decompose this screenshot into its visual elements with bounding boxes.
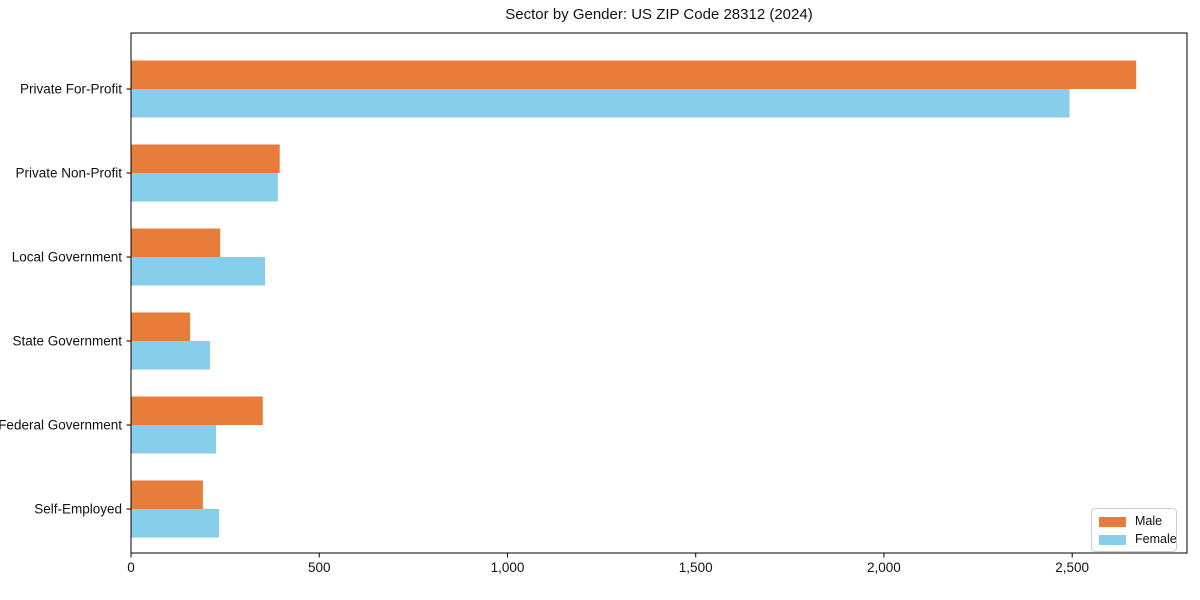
y-axis-tick-label: Private Non-Profit xyxy=(15,166,122,181)
x-axis-tick-label: 1,000 xyxy=(491,560,525,575)
x-axis-tick-label: 1,500 xyxy=(679,560,713,575)
bar-female-local-government xyxy=(131,257,266,286)
y-axis-tick-label: Private For-Profit xyxy=(20,82,122,97)
x-axis-tick-label: 2,500 xyxy=(1055,560,1089,575)
legend-swatch-female-icon xyxy=(1099,534,1126,545)
x-axis-tick-label: 500 xyxy=(308,560,331,575)
y-axis-tick-label: Local Government xyxy=(12,250,123,265)
x-axis-tick-label: 2,000 xyxy=(867,560,901,575)
bar-female-self-employed xyxy=(131,509,220,538)
legend-label-female: Female xyxy=(1135,532,1177,547)
bar-female-federal-government xyxy=(131,425,217,454)
bar-male-local-government xyxy=(131,228,221,257)
legend: Male Female xyxy=(1091,508,1177,552)
legend-swatch-male-icon xyxy=(1099,516,1126,527)
y-axis-tick-label: State Government xyxy=(12,334,122,349)
chart-title: Sector by Gender: US ZIP Code 28312 (202… xyxy=(505,6,813,23)
bar-male-state-government xyxy=(131,312,191,341)
y-axis-tick-label: Self-Employed xyxy=(34,502,122,517)
bar-male-federal-government xyxy=(131,396,263,425)
legend-entry-male: Male xyxy=(1099,514,1169,529)
bar-female-private-non-profit xyxy=(131,173,278,202)
y-axis-tick-label: Federal Government xyxy=(0,418,122,433)
legend-label-male: Male xyxy=(1135,514,1163,529)
bar-female-private-for-profit xyxy=(131,89,1070,118)
legend-entry-female: Female xyxy=(1099,532,1177,547)
plot-border xyxy=(130,32,1188,554)
bar-male-self-employed xyxy=(131,480,203,509)
bar-male-private-non-profit xyxy=(131,144,280,173)
bar-female-state-government xyxy=(131,341,211,370)
bar-male-private-for-profit xyxy=(131,60,1137,89)
x-axis-tick-label: 0 xyxy=(127,560,135,575)
